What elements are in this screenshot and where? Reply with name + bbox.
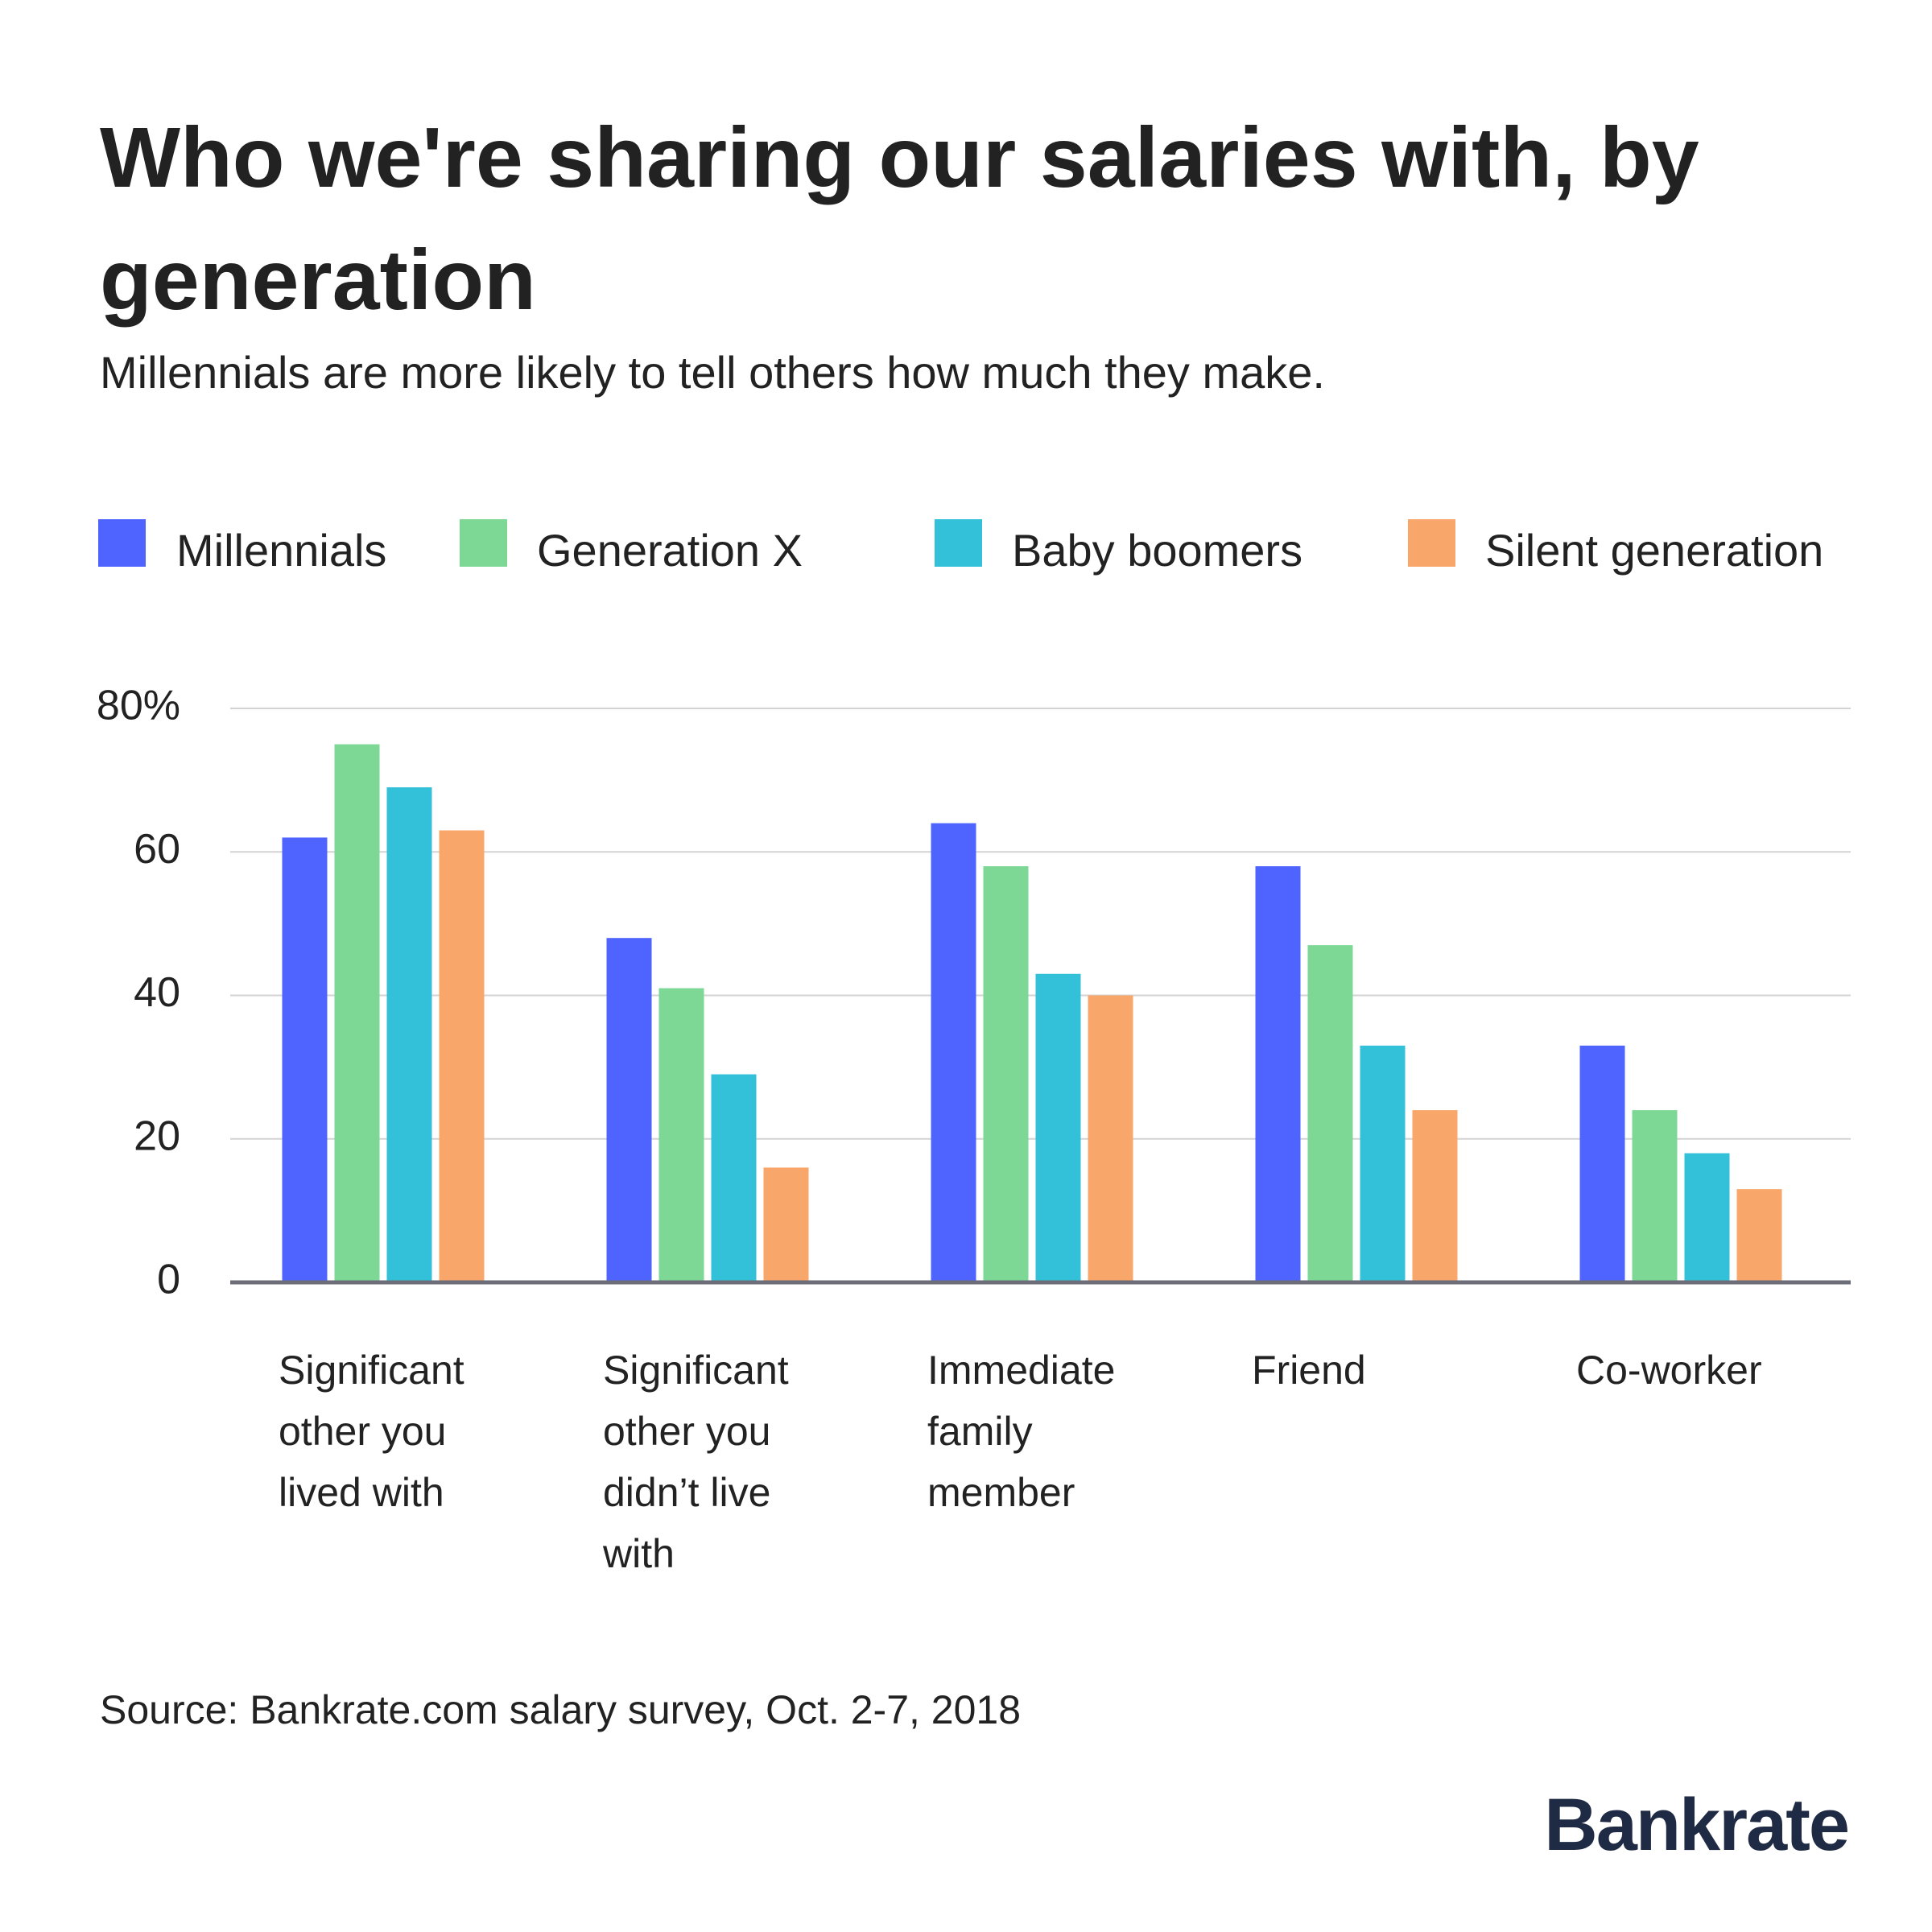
x-tick-label: Significant other you lived with	[279, 1348, 464, 1515]
bar	[1307, 945, 1353, 1282]
legend-swatch	[98, 519, 146, 567]
bar	[1412, 1110, 1458, 1282]
bar	[658, 988, 704, 1282]
bar	[1088, 995, 1133, 1282]
bar	[1579, 1045, 1625, 1282]
brand-logo: Bankrate	[1544, 1784, 1850, 1866]
bar	[1035, 973, 1081, 1282]
x-tick-label: Friend	[1252, 1348, 1366, 1393]
bar	[386, 787, 432, 1282]
bar	[606, 938, 652, 1282]
bar	[1632, 1110, 1678, 1282]
bar	[711, 1074, 757, 1282]
bar	[334, 744, 380, 1282]
bar	[282, 837, 328, 1282]
legend-label: Baby boomers	[1012, 525, 1303, 576]
bar	[763, 1167, 809, 1282]
legend-label: Silent generation	[1485, 525, 1824, 576]
legend-swatch	[935, 519, 982, 567]
y-tick-label: 80%	[97, 683, 180, 729]
bar	[1255, 866, 1301, 1282]
chart: 0 20 40 60 80%	[97, 683, 1851, 1303]
y-tick-label: 20	[134, 1113, 180, 1159]
x-tick-label: Immediate family member	[927, 1348, 1116, 1515]
x-tick-label: Co-worker	[1576, 1348, 1762, 1393]
y-tick-label: 60	[134, 826, 180, 873]
bar	[439, 830, 485, 1282]
legend-swatch	[1408, 519, 1455, 567]
legend-label: Millennials	[176, 525, 387, 576]
bar	[931, 823, 976, 1282]
bar	[1360, 1045, 1406, 1282]
chart-subtitle: Millennials are more likely to tell othe…	[100, 347, 1325, 398]
chart-title: Who we're sharing our salaries with, by …	[100, 110, 1699, 328]
legend-swatch	[460, 519, 507, 567]
source-note: Source: Bankrate.com salary survey, Oct.…	[100, 1687, 1022, 1732]
bar	[1684, 1153, 1730, 1282]
x-tick-label: Significant other you didn’t live with	[603, 1348, 789, 1576]
bar	[1736, 1189, 1782, 1282]
y-tick-label: 40	[134, 969, 180, 1016]
bar	[983, 866, 1029, 1282]
legend-label: Generation X	[537, 525, 803, 576]
y-tick-label: 0	[157, 1257, 180, 1303]
